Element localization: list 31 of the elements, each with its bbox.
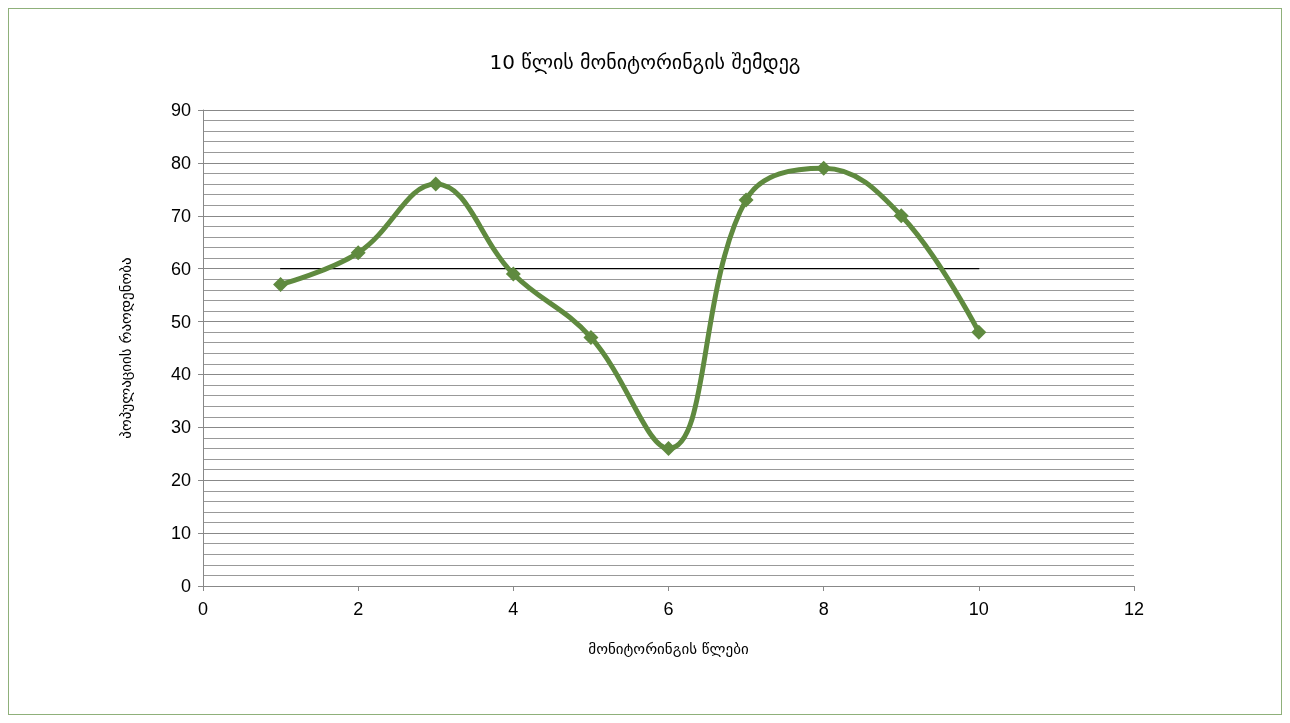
y-tick-label: 30 xyxy=(170,417,191,438)
page-frame: პოპულაციის რაოდენობა მონიტორინგის წლები 0 10 20 30 40 50 60 70 80 90 0 2 4 6 8 10 12 10 წლის მონიტორინგის შემდეგ xyxy=(8,8,1282,715)
y-tick-label: 90 xyxy=(170,100,191,120)
y-tick-label: 50 xyxy=(170,311,191,332)
point xyxy=(816,160,832,176)
point xyxy=(350,245,366,261)
y-tick-label: 10 xyxy=(170,523,191,544)
chart-title: 10 წლის მონიტორინგის შემდეგ xyxy=(489,50,801,74)
x-tick-label: 4 xyxy=(508,599,519,619)
x-tick-label: 10 xyxy=(968,599,989,619)
x-axis-title: მონიტორინგის წლები xyxy=(588,639,749,658)
x-tick-label: 2 xyxy=(353,599,364,619)
point xyxy=(893,208,909,224)
point xyxy=(273,277,289,293)
point xyxy=(661,440,676,456)
point xyxy=(428,176,444,192)
point xyxy=(971,324,987,340)
y-tick-label: 60 xyxy=(170,258,191,279)
x-tick-label: 12 xyxy=(1123,599,1145,619)
x-tick-label: 8 xyxy=(818,599,829,619)
x-tick-label: 6 xyxy=(663,599,674,619)
y-axis-title: პოპულაციის რაოდენობა xyxy=(116,257,135,439)
point xyxy=(583,329,599,345)
point xyxy=(738,192,754,208)
y-tick-label: 20 xyxy=(170,470,191,491)
y-tick-label: 40 xyxy=(170,364,191,385)
y-tick-label: 80 xyxy=(170,152,191,173)
point xyxy=(505,266,521,282)
y-tick-label: 70 xyxy=(170,205,191,226)
y-tick-label: 0 xyxy=(180,576,191,596)
x-tick-label: 0 xyxy=(197,599,209,619)
